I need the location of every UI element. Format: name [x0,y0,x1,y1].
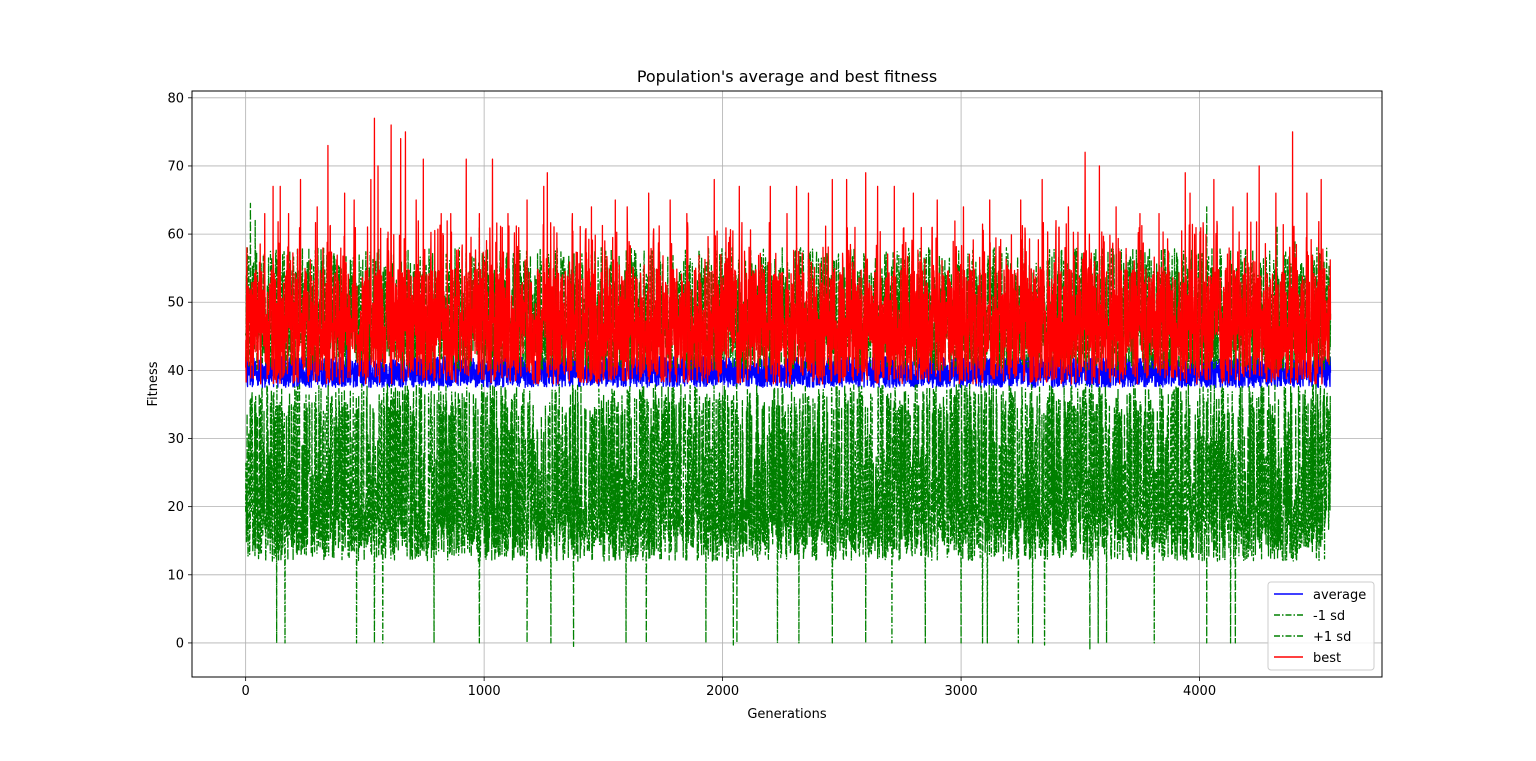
legend-label-best: best [1313,651,1341,666]
y-tick-label: 10 [167,568,184,583]
series-line-best [245,117,1332,385]
plot-frame [191,90,1383,678]
y-tick-label: 70 [167,159,184,174]
y-tick-label: 30 [167,432,184,447]
legend-box [1267,581,1375,671]
y-axis-ticks: 0 10 20 30 40 50 60 70 80 [167,91,192,651]
series-line-minus-sd [245,383,1332,651]
y-tick-label: 60 [167,228,184,243]
x-tick-label: 1000 [468,684,501,699]
x-tick-label: 4000 [1183,684,1216,699]
y-tick-label: 50 [167,296,184,311]
legend: average -1 sd +1 sd best [1267,581,1375,671]
legend-label-average: average [1313,588,1366,603]
x-tick-label: 2000 [706,684,739,699]
series-lines [245,117,1332,651]
y-tick-label: 80 [167,91,184,106]
legend-label-plus-sd: +1 sd [1313,630,1351,645]
x-tick-label: 3000 [945,684,978,699]
y-axis-label: Fitness [146,361,161,406]
chart-title: Population's average and best fitness [637,67,937,86]
y-tick-label: 40 [167,364,184,379]
x-tick-label: 0 [242,684,250,699]
y-tick-label: 20 [167,500,184,515]
legend-label-minus-sd: -1 sd [1313,609,1345,624]
x-axis-ticks: 0 1000 2000 3000 4000 [242,677,1216,699]
x-axis-label: Generations [747,707,827,722]
y-tick-label: 0 [176,636,184,651]
